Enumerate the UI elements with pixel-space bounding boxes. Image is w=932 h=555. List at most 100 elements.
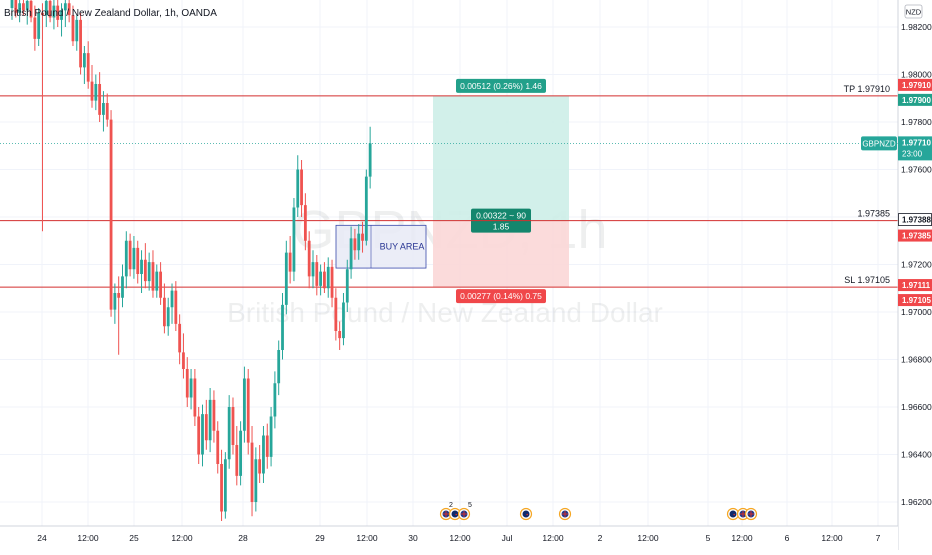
tp-level-label: TP 1.97910 — [844, 84, 890, 94]
time-tick: 24 — [37, 533, 47, 543]
nz-flag-icon[interactable] — [726, 507, 740, 521]
time-tick: 12:00 — [637, 533, 659, 543]
candle-body — [227, 407, 231, 460]
buy-area-box[interactable]: BUY AREA — [335, 224, 427, 269]
countdown-text: 23:00 — [902, 149, 923, 158]
event-count: 2 — [449, 502, 453, 509]
candle-body — [86, 53, 90, 82]
candle-body — [63, 3, 67, 11]
entry-upper-tag-bg — [898, 213, 932, 226]
candle-body — [235, 445, 239, 476]
candle-body — [48, 0, 52, 18]
sl-upper-tag: 1.97111 — [898, 279, 932, 292]
candle-body — [82, 53, 86, 68]
uk-flag-icon[interactable] — [558, 507, 572, 521]
candle-body — [330, 266, 334, 298]
time-axis[interactable]: 24 12:00 25 12:00 28 29 12:00 30 12:00 Jul 12:00 2 1… — [0, 525, 898, 550]
candle-body — [269, 416, 273, 457]
candle-body — [67, 3, 71, 16]
nz-flag-icon[interactable] — [519, 507, 533, 521]
candle-body — [52, 5, 56, 18]
candle-body — [60, 10, 63, 20]
sl-lower-tag: 1.97105 — [898, 294, 932, 307]
candle-body — [151, 262, 155, 291]
sl-level-label: SL 1.97105 — [844, 275, 890, 285]
candle-body — [37, 12, 41, 39]
candle-body — [128, 240, 132, 270]
uk-flag-icon[interactable] — [744, 507, 758, 521]
price-tick: 1.96400 — [901, 450, 932, 460]
candle-body — [364, 176, 368, 241]
flag-star — [526, 513, 528, 516]
tp-upper-tag-text: 1.97910 — [902, 81, 931, 90]
candle-body — [105, 103, 109, 120]
candle-body — [109, 119, 113, 310]
candle-body — [243, 378, 246, 431]
time-tick: 6 — [785, 533, 790, 543]
flag-star — [733, 513, 735, 516]
candle-body — [170, 290, 174, 308]
candle-body — [300, 169, 303, 206]
candle-body — [90, 81, 94, 101]
candle-body — [265, 435, 269, 457]
target-label-text: 0.00512 (0.26%) 1.46 — [460, 81, 542, 91]
candle-body — [357, 233, 361, 251]
current-price-text: 1.97710 — [902, 138, 931, 147]
time-tick: 12:00 — [77, 533, 99, 543]
candle-body — [14, 0, 18, 13]
candle-body — [22, 3, 25, 11]
candle-body — [353, 238, 357, 251]
candle-body — [10, 0, 14, 8]
buy-area-label: BUY AREA — [380, 242, 425, 252]
candle-body — [29, 0, 33, 18]
candle-body — [208, 399, 212, 441]
candle-body — [254, 459, 258, 502]
candle-body — [212, 399, 216, 431]
candle-body — [56, 5, 60, 20]
candle-body — [220, 464, 223, 512]
nz-flag-icon-fill — [522, 510, 530, 518]
time-tick: Jul — [502, 533, 513, 543]
target-zone — [433, 95, 569, 221]
price-levels: TP 1.97910 1.97385 SL 1.97105 — [0, 84, 898, 288]
tp-lower-tag: 1.97900 — [898, 93, 932, 106]
candle-body — [25, 0, 29, 11]
candle-body — [147, 262, 151, 282]
candle-body — [98, 84, 102, 115]
candle-body — [307, 240, 311, 277]
price-tick: 1.97800 — [901, 117, 932, 127]
price-tick: 1.96800 — [901, 355, 932, 365]
candle-body — [94, 84, 98, 101]
candle-body — [296, 169, 300, 208]
price-tick: 1.98000 — [901, 70, 932, 80]
time-tick: 5 — [706, 533, 711, 543]
center-label-line2: 1.85 — [493, 222, 510, 232]
symbol-title[interactable]: British Pound / New Zealand Dollar, 1h, … — [4, 8, 217, 19]
nz-flag-icon-fill — [729, 510, 737, 518]
candle-body — [121, 276, 124, 298]
candle-body — [132, 247, 136, 270]
time-tick: 2 — [598, 533, 603, 543]
price-axis[interactable]: NZD 1.98200 1.98000 1.97800 1.97600 1.97200 1.… — [861, 0, 932, 550]
target-label-bg — [456, 78, 546, 93]
current-price-tag: 1.97710 23:00 — [898, 136, 932, 161]
uk-flag-icon[interactable] — [457, 507, 471, 521]
candle-body — [155, 271, 159, 291]
time-tick: 28 — [238, 533, 248, 543]
candle-body — [140, 259, 143, 274]
candle-body — [326, 266, 330, 289]
target-label: 0.00512 (0.26%) 1.46 — [456, 78, 546, 93]
candle-body — [342, 302, 345, 339]
candle-body — [288, 252, 292, 272]
time-tick: 25 — [129, 533, 139, 543]
candle-body — [246, 378, 250, 443]
candle-body — [262, 435, 265, 474]
candle-body — [193, 378, 197, 417]
symbol-tag-bg — [861, 136, 897, 151]
long-position-tool[interactable]: 0.00512 (0.26%) 1.46 0.00277 (0.14%) 0.75… — [433, 78, 569, 304]
time-tick: 12:00 — [356, 533, 378, 543]
stop-label-text: 0.00277 (0.14%) 0.75 — [460, 291, 542, 301]
